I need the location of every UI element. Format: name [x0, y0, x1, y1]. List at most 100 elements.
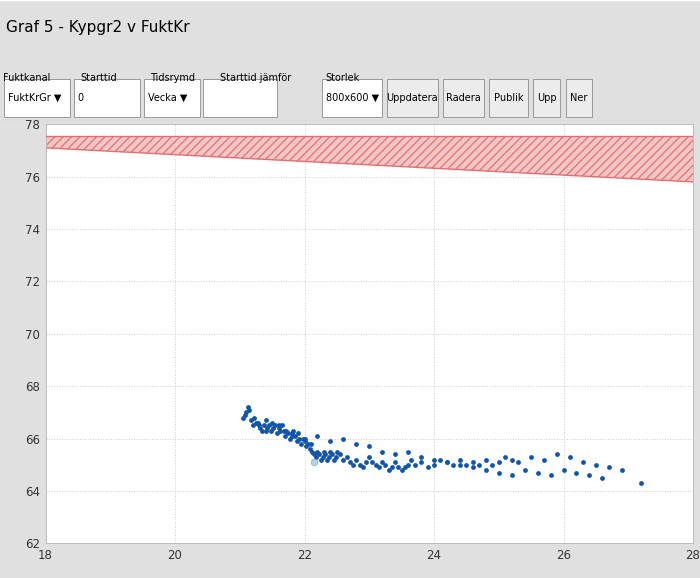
Point: [318, 447, 330, 456]
Point: [357, 463, 368, 472]
Text: Starttid: Starttid: [80, 73, 117, 83]
Point: [295, 439, 307, 449]
Point: [474, 460, 485, 469]
Text: Radera: Radera: [446, 92, 481, 103]
Point: [354, 460, 365, 469]
Point: [338, 455, 349, 464]
Point: [299, 434, 310, 443]
Point: [300, 442, 312, 451]
Text: Starttid jämför: Starttid jämför: [220, 73, 292, 83]
Point: [428, 455, 440, 464]
Bar: [387, 79, 438, 117]
Point: [283, 429, 294, 438]
Point: [454, 460, 466, 469]
Point: [442, 458, 453, 467]
Point: [415, 458, 426, 467]
Point: [341, 452, 352, 461]
Point: [328, 455, 339, 464]
Point: [367, 458, 378, 467]
Bar: [203, 79, 276, 117]
Point: [285, 434, 296, 443]
Point: [331, 447, 342, 456]
Point: [261, 424, 272, 433]
Point: [257, 426, 268, 435]
Text: FuktKrGr ▼: FuktKrGr ▼: [8, 92, 61, 103]
Point: [287, 426, 298, 435]
Point: [364, 452, 375, 461]
Point: [239, 410, 251, 420]
Point: [409, 460, 420, 469]
Point: [364, 442, 375, 451]
Point: [320, 450, 331, 459]
Point: [597, 473, 608, 483]
Point: [242, 402, 253, 412]
Point: [263, 421, 274, 430]
Point: [315, 455, 326, 464]
Point: [590, 460, 601, 469]
Point: [377, 458, 388, 467]
Point: [512, 458, 524, 467]
Point: [377, 447, 388, 456]
Point: [276, 421, 288, 430]
Point: [260, 416, 271, 425]
Point: [241, 407, 252, 417]
Point: [335, 450, 346, 459]
Point: [636, 479, 647, 488]
Point: [493, 468, 504, 477]
Bar: [74, 79, 140, 117]
Point: [273, 421, 284, 430]
Point: [468, 463, 479, 472]
Bar: [533, 79, 560, 117]
Point: [564, 452, 575, 461]
Point: [313, 450, 324, 459]
Point: [584, 470, 595, 480]
Point: [399, 463, 410, 472]
Text: Publik: Publik: [494, 92, 524, 103]
Point: [370, 460, 382, 469]
Point: [309, 458, 320, 467]
Point: [305, 439, 316, 449]
Point: [279, 431, 290, 440]
Point: [454, 455, 466, 464]
Point: [558, 465, 569, 475]
Point: [351, 455, 362, 464]
Point: [260, 426, 271, 435]
Bar: [566, 79, 592, 117]
Point: [552, 450, 563, 459]
Point: [286, 429, 297, 438]
Point: [273, 424, 284, 433]
Point: [373, 463, 384, 472]
Point: [246, 416, 257, 425]
Point: [351, 439, 362, 449]
Point: [302, 439, 314, 449]
Point: [415, 452, 426, 461]
Point: [538, 455, 550, 464]
Text: Upp: Upp: [537, 92, 556, 103]
Point: [326, 450, 337, 459]
Text: Uppdatera: Uppdatera: [386, 92, 438, 103]
Point: [330, 452, 341, 461]
Point: [325, 447, 336, 456]
Point: [402, 460, 414, 469]
Bar: [322, 79, 382, 117]
Point: [272, 429, 283, 438]
Point: [268, 424, 279, 433]
Point: [274, 426, 286, 435]
Point: [603, 463, 615, 472]
Point: [321, 455, 332, 464]
Point: [267, 418, 278, 428]
Point: [344, 458, 356, 467]
Point: [338, 434, 349, 443]
Point: [402, 447, 414, 456]
Point: [304, 444, 315, 454]
Point: [480, 465, 491, 475]
Point: [506, 470, 517, 480]
Point: [448, 460, 459, 469]
Point: [493, 458, 504, 467]
Text: Tidsrymd: Tidsrymd: [150, 73, 195, 83]
Point: [571, 468, 582, 477]
Point: [298, 434, 309, 443]
Point: [386, 463, 398, 472]
Point: [393, 463, 404, 472]
Point: [317, 452, 328, 461]
